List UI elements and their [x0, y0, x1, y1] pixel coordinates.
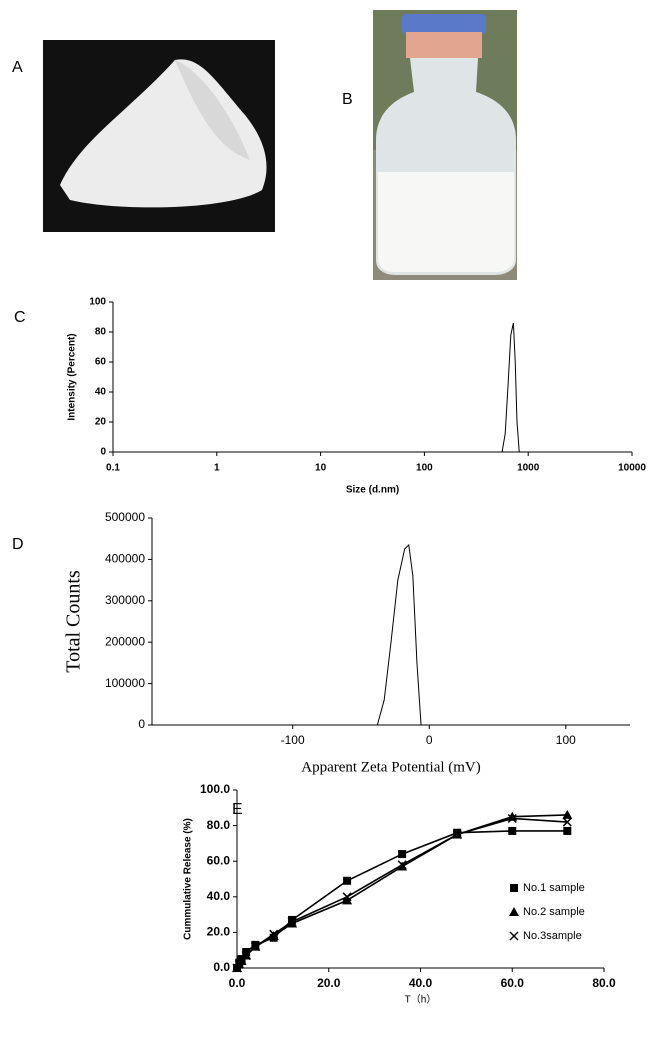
y-tick-label: 40	[95, 387, 107, 398]
x-axis-label: Apparent Zeta Potential (mV)	[301, 759, 481, 775]
y-tick-label: 0.0	[213, 960, 230, 974]
y-tick-label: 20.0	[207, 925, 231, 939]
marker	[241, 951, 251, 961]
y-tick-label: 500000	[105, 510, 145, 524]
series-line	[236, 817, 568, 969]
chart: 0 100000 200000 300000 400000 500000 -100 0 100 A…	[63, 510, 630, 775]
x-tick-label: 10000	[618, 463, 646, 474]
panel-label: A	[12, 59, 23, 76]
x-tick-label: 10	[315, 463, 327, 474]
x-axis-label: Size (d.nm)	[346, 485, 399, 496]
y-tick-label: 60.0	[207, 853, 231, 867]
series-line	[501, 322, 520, 453]
marker	[507, 813, 517, 824]
marker	[342, 895, 353, 905]
x-tick-label: 100	[556, 733, 576, 747]
x-tick-label: 0	[426, 733, 433, 747]
y-axis-label: Cummulative Release (%)	[183, 818, 194, 940]
panel-label: B	[342, 91, 353, 108]
legend-label: No.1 sample	[523, 882, 585, 894]
legend-label: No.3sample	[523, 930, 582, 942]
marker	[452, 829, 462, 840]
chart: 0 20 40 60 80 100 0.1 1 10 100 1000 10000 Size (d.nm…	[67, 297, 647, 496]
x-tick-label: 20.0	[317, 976, 341, 990]
vial-photo	[373, 10, 517, 280]
marker	[562, 809, 573, 819]
marker	[508, 826, 517, 835]
x-tick-label: 1	[214, 463, 220, 474]
marker	[562, 817, 572, 827]
y-tick-label: 300000	[105, 593, 145, 607]
marker	[397, 860, 407, 870]
x-axis-label: T（h）	[405, 994, 437, 1006]
x-tick-label: 0.0	[229, 976, 246, 990]
marker	[343, 876, 352, 885]
marker	[398, 850, 407, 859]
y-axis-label: Intensity (Percent)	[67, 333, 78, 420]
marker	[287, 917, 297, 927]
legend-marker	[509, 931, 519, 941]
marker	[269, 929, 279, 939]
x-tick-label: 80.0	[592, 976, 616, 990]
y-tick-label: 80	[95, 327, 107, 338]
y-tick-label: 60	[95, 357, 107, 368]
chart: 0.0 20.0 40.0 60.0 80.0 100.0 0.0 20.0 40.0 60.0 8…	[183, 782, 616, 1005]
series-line	[376, 543, 422, 726]
x-tick-label: -100	[281, 733, 305, 747]
y-tick-label: 100000	[105, 676, 145, 690]
x-tick-label: 60.0	[501, 976, 525, 990]
powder-photo	[43, 40, 275, 232]
y-tick-label: 80.0	[207, 818, 231, 832]
y-tick-label: 20	[95, 417, 107, 428]
x-tick-label: 0.1	[106, 463, 120, 474]
y-tick-label: 0	[138, 717, 145, 731]
y-tick-label: 40.0	[207, 889, 231, 903]
legend-label: No.2 sample	[523, 906, 585, 918]
x-tick-label: 40.0	[409, 976, 433, 990]
marker	[250, 942, 260, 952]
legend-marker	[510, 884, 518, 892]
marker	[342, 892, 352, 902]
x-tick-label: 1000	[517, 463, 540, 474]
y-tick-label: 0	[100, 447, 106, 458]
y-tick-label: 100	[89, 297, 106, 308]
y-tick-label: 100.0	[200, 782, 230, 796]
panel-label: D	[12, 536, 24, 553]
x-tick-label: 100	[416, 463, 433, 474]
y-tick-label: 400000	[105, 552, 145, 566]
y-axis-label: Total Counts	[63, 570, 85, 673]
marker	[563, 826, 572, 835]
panel-label: C	[14, 309, 26, 326]
y-tick-label: 200000	[105, 634, 145, 648]
legend-marker	[509, 907, 519, 916]
